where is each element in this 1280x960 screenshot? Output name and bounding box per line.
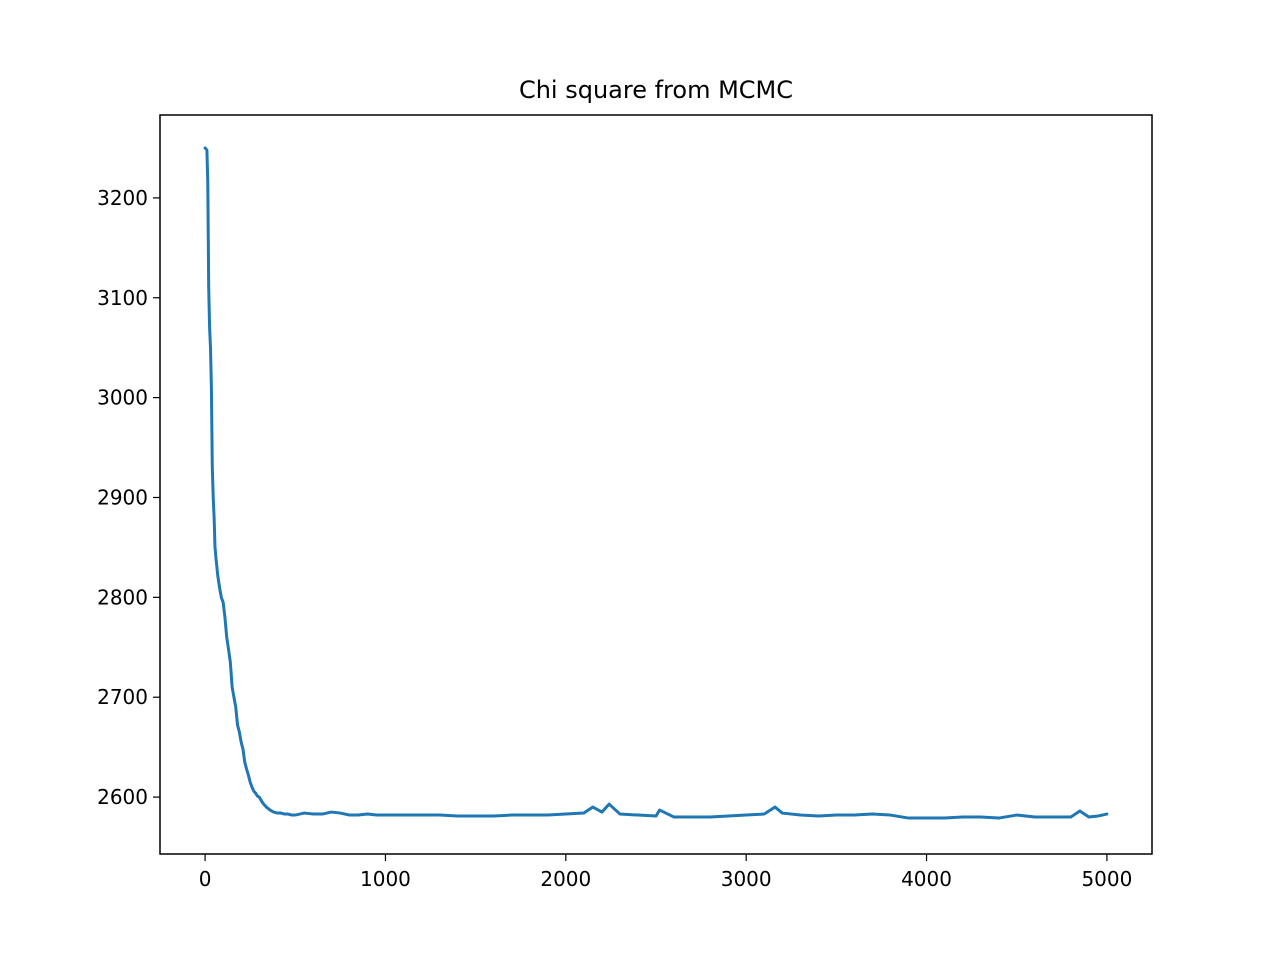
data-series-group xyxy=(203,146,1109,820)
y-tick-label: 2800 xyxy=(97,585,148,609)
y-tick-label: 2900 xyxy=(97,485,148,509)
x-tick-label: 4000 xyxy=(901,867,952,891)
x-axis: 0 1000 2000 3000 4000 5000 xyxy=(199,854,1132,891)
y-tick-label: 3200 xyxy=(97,186,148,210)
y-tick-label: 2700 xyxy=(97,685,148,709)
x-tick-label: 2000 xyxy=(540,867,591,891)
x-tick-label: 1000 xyxy=(360,867,411,891)
y-tick-label: 2600 xyxy=(97,785,148,809)
x-tick-label: 0 xyxy=(199,867,212,891)
y-tick-label: 3100 xyxy=(97,286,148,310)
x-tick-label: 3000 xyxy=(721,867,772,891)
plot-area-frame xyxy=(159,114,1153,855)
series-line xyxy=(203,146,1109,820)
y-axis: 2600 2700 2800 2900 3000 3100 3200 xyxy=(97,186,160,809)
chart-title: Chi square from MCMC xyxy=(519,76,793,104)
x-tick-label: 5000 xyxy=(1081,867,1132,891)
y-tick-label: 3000 xyxy=(97,386,148,410)
